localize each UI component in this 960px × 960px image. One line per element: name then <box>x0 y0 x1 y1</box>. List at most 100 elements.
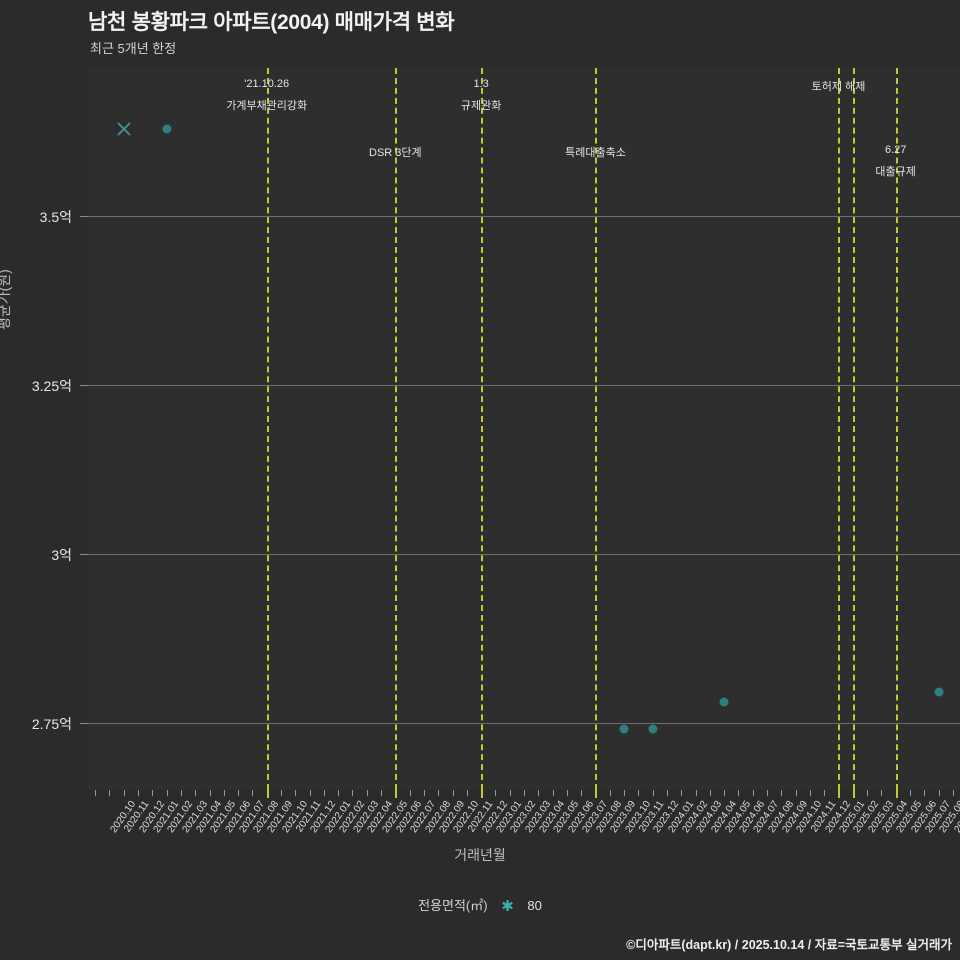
x-axis-tick-mark <box>223 790 225 796</box>
x-axis-tick-mark <box>266 790 269 798</box>
x-axis: 2020.10 2020.11 2020.12 2021.01 2021.02 2021.… <box>88 790 960 842</box>
gridline <box>88 722 960 724</box>
x-axis-tick-mark <box>180 790 182 796</box>
x-axis-tick-mark <box>395 790 398 798</box>
x-axis-tick-mark <box>166 790 168 796</box>
x-axis-tick-mark <box>352 790 354 796</box>
x-axis-tick-mark <box>366 790 368 796</box>
x-axis-tick-mark <box>581 790 583 796</box>
annotation-label: 가계부채관리강화 <box>226 100 308 112</box>
annotation-vline <box>895 68 898 790</box>
x-axis-tick-mark <box>552 790 554 796</box>
x-axis-tick-mark <box>152 790 154 796</box>
x-axis-tick-mark <box>952 790 954 796</box>
x-axis-tick-mark <box>867 790 869 796</box>
x-axis-tick-mark <box>709 790 711 796</box>
x-axis-tick-mark <box>666 790 668 796</box>
annotation-date-label: 6.27 <box>884 144 907 156</box>
annotation-label: 특례대출축소 <box>565 147 626 159</box>
x-axis-tick-mark <box>895 790 898 798</box>
x-axis-tick-mark <box>767 790 769 796</box>
y-axis-tick-label: 2.75억 <box>31 715 72 732</box>
y-axis-label: 평균가(원) <box>0 269 12 330</box>
x-axis-tick-mark <box>624 790 626 796</box>
annotation-label: 토허제 해제 <box>811 81 866 93</box>
x-axis-tick-mark <box>566 790 568 796</box>
star-marker-icon: ✱ <box>501 898 514 915</box>
annotation-vline <box>395 68 398 790</box>
gridline <box>88 553 960 555</box>
x-axis-tick-mark <box>752 790 754 796</box>
x-axis-tick-mark <box>609 790 611 796</box>
x-axis-tick-mark <box>738 790 740 796</box>
x-axis-tick-mark <box>838 790 841 798</box>
data-point <box>934 687 944 697</box>
x-axis-tick-mark <box>238 790 240 796</box>
y-axis-tick-mark <box>80 722 88 724</box>
x-axis-tick-mark <box>438 790 440 796</box>
x-axis-tick-mark <box>781 790 783 796</box>
x-axis-tick-mark <box>881 790 883 796</box>
x-axis-tick-mark <box>109 790 111 796</box>
annotation-date-label: '21.10.26 <box>244 78 290 90</box>
x-axis-tick-mark <box>209 790 211 796</box>
x-axis-tick-mark <box>509 790 511 796</box>
x-axis-tick-mark <box>481 790 484 798</box>
x-axis-tick-mark <box>695 790 697 796</box>
x-axis-tick-mark <box>295 790 297 796</box>
x-axis-tick-mark <box>938 790 940 796</box>
x-axis-tick-mark <box>824 790 826 796</box>
chart-subtitle: 최근 5개년 한정 <box>90 41 177 56</box>
legend-entry-value: 80 <box>527 898 542 913</box>
y-axis-tick-mark <box>80 553 88 555</box>
legend: 전용면적(㎡) ✱ 80 <box>0 895 960 915</box>
x-axis-tick-mark <box>924 790 926 796</box>
x-axis-tick-mark <box>724 790 726 796</box>
x-axis-tick-mark <box>538 790 540 796</box>
y-axis-tick-mark <box>80 216 88 218</box>
highlight-x-marker-icon <box>115 120 133 138</box>
x-axis-tick-mark <box>95 790 97 796</box>
x-axis-tick-mark <box>123 790 125 796</box>
x-axis-tick-mark <box>381 790 383 796</box>
data-point <box>162 124 172 134</box>
x-axis-tick-mark <box>652 790 654 796</box>
x-axis-tick-mark <box>595 790 598 798</box>
x-axis-tick-mark <box>252 790 254 796</box>
y-axis-tick-label: 3억 <box>51 546 72 563</box>
footer-credit: ©디아파트(dapt.kr) / 2025.10.14 / 자료=국토교통부 실… <box>626 938 952 952</box>
annotation-label: 규제완화 <box>460 100 502 112</box>
annotation-vline <box>838 68 841 790</box>
x-axis-tick-mark <box>795 790 797 796</box>
chart-title: 남천 봉황파크 아파트(2004) 매매가격 변화 <box>88 11 455 34</box>
x-axis-tick-mark <box>280 790 282 796</box>
x-axis-tick-mark <box>466 790 468 796</box>
annotation-label: DSR 3단계 <box>369 147 422 159</box>
gridline <box>88 385 960 387</box>
y-axis-tick-mark <box>80 385 88 387</box>
annotation-label: 대출규제 <box>875 166 916 178</box>
annotation-vline <box>481 68 484 790</box>
x-axis-tick-mark <box>852 790 855 798</box>
x-axis-tick-mark <box>138 790 140 796</box>
x-axis-tick-mark <box>423 790 425 796</box>
x-axis-tick-mark <box>809 790 811 796</box>
x-axis-tick-mark <box>323 790 325 796</box>
x-axis-tick-mark <box>495 790 497 796</box>
x-axis-tick-mark <box>309 790 311 796</box>
annotation-vline <box>595 68 598 790</box>
gridline <box>88 216 960 218</box>
data-point <box>719 697 729 707</box>
plot-area <box>88 68 960 790</box>
x-axis-tick-mark <box>409 790 411 796</box>
annotation-vline <box>852 68 855 790</box>
x-axis-tick-mark <box>681 790 683 796</box>
x-axis-tick-mark <box>909 790 911 796</box>
x-axis-tick-mark <box>452 790 454 796</box>
data-point <box>619 724 629 734</box>
x-axis-label: 거래년월 <box>454 847 506 863</box>
y-axis-tick-label: 3.5억 <box>39 209 72 226</box>
annotation-vline <box>266 68 269 790</box>
data-point <box>648 724 658 734</box>
